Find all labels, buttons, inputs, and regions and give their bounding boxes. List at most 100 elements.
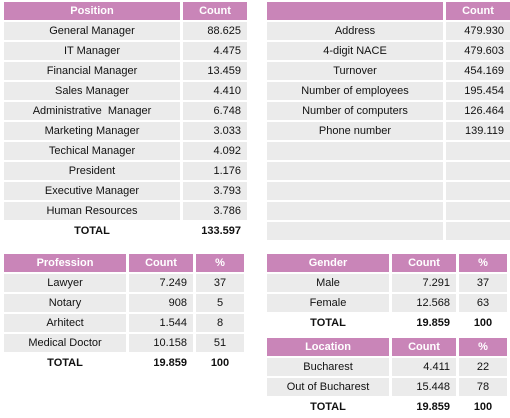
count-header: Count bbox=[392, 338, 456, 356]
table-row: Phone number 139.119 bbox=[267, 122, 510, 140]
percent-cell: 37 bbox=[196, 274, 244, 292]
table-row: Number of employees 195.454 bbox=[267, 82, 510, 100]
profession-cell: Medical Doctor bbox=[4, 334, 126, 352]
count-cell: 1.176 bbox=[183, 162, 247, 180]
table-row: Arhitect 1.544 8 bbox=[4, 314, 244, 332]
count-header: Count bbox=[392, 254, 456, 272]
location-cell: Bucharest bbox=[267, 358, 389, 376]
total-percent: 100 bbox=[459, 314, 507, 332]
table-row: Female 12.568 63 bbox=[267, 294, 507, 312]
count-cell: 195.454 bbox=[446, 82, 510, 100]
total-percent: 100 bbox=[459, 398, 507, 416]
count-cell: 88.625 bbox=[183, 22, 247, 40]
total-label: TOTAL bbox=[267, 314, 389, 332]
total-row: TOTAL 133.597 bbox=[4, 222, 247, 240]
total-row: TOTAL 19.859 100 bbox=[267, 398, 507, 416]
table-row: Marketing Manager 3.033 bbox=[4, 122, 247, 140]
table-row: Notary 908 5 bbox=[4, 294, 244, 312]
position-cell: Marketing Manager bbox=[4, 122, 180, 140]
position-cell: Administrative Manager bbox=[4, 102, 180, 120]
count-cell: 479.603 bbox=[446, 42, 510, 60]
total-count: 133.597 bbox=[183, 222, 247, 240]
count-cell: 12.568 bbox=[392, 294, 456, 312]
field-cell: Number of computers bbox=[267, 102, 443, 120]
position-cell: IT Manager bbox=[4, 42, 180, 60]
empty-cell bbox=[446, 162, 510, 180]
profession-table: Profession Count % Lawyer 7.249 37 Notary 9… bbox=[1, 252, 247, 374]
position-cell: Techical Manager bbox=[4, 142, 180, 160]
count-header: Count bbox=[183, 2, 247, 20]
table-row: Executive Manager 3.793 bbox=[4, 182, 247, 200]
table-row: Male 7.291 37 bbox=[267, 274, 507, 292]
gender-table-header: Gender Count % bbox=[267, 254, 507, 272]
total-count: 19.859 bbox=[392, 314, 456, 332]
percent-cell: 8 bbox=[196, 314, 244, 332]
empty-row bbox=[267, 162, 510, 180]
fields-table: Count Address 479.930 4-digit NACE 479.603… bbox=[264, 0, 510, 242]
empty-cell bbox=[267, 182, 443, 200]
count-cell: 3.033 bbox=[183, 122, 247, 140]
count-cell: 908 bbox=[129, 294, 193, 312]
fields-table-header: Count bbox=[267, 2, 510, 20]
table-row: Medical Doctor 10.158 51 bbox=[4, 334, 244, 352]
profession-header: Profession bbox=[4, 254, 126, 272]
location-table: Location Count % Bucharest 4.411 22 Out of… bbox=[264, 336, 510, 418]
count-cell: 454.169 bbox=[446, 62, 510, 80]
table-row: Financial Manager 13.459 bbox=[4, 62, 247, 80]
field-cell: Address bbox=[267, 22, 443, 40]
count-cell: 126.464 bbox=[446, 102, 510, 120]
position-cell: Human Resources bbox=[4, 202, 180, 220]
count-cell: 4.410 bbox=[183, 82, 247, 100]
position-cell: Financial Manager bbox=[4, 62, 180, 80]
percent-cell: 22 bbox=[459, 358, 507, 376]
table-row: President 1.176 bbox=[4, 162, 247, 180]
location-header: Location bbox=[267, 338, 389, 356]
table-row: Administrative Manager 6.748 bbox=[4, 102, 247, 120]
field-cell: 4-digit NACE bbox=[267, 42, 443, 60]
position-cell: Sales Manager bbox=[4, 82, 180, 100]
gender-table: Gender Count % Male 7.291 37 Female 12.568 6… bbox=[264, 252, 510, 334]
empty-row bbox=[267, 202, 510, 220]
count-cell: 479.930 bbox=[446, 22, 510, 40]
percent-cell: 51 bbox=[196, 334, 244, 352]
table-row: General Manager 88.625 bbox=[4, 22, 247, 40]
table-row: Bucharest 4.411 22 bbox=[267, 358, 507, 376]
gender-header: Gender bbox=[267, 254, 389, 272]
count-cell: 3.786 bbox=[183, 202, 247, 220]
table-row: IT Manager 4.475 bbox=[4, 42, 247, 60]
position-cell: President bbox=[4, 162, 180, 180]
percent-header: % bbox=[459, 254, 507, 272]
count-cell: 7.249 bbox=[129, 274, 193, 292]
table-row: Human Resources 3.786 bbox=[4, 202, 247, 220]
position-cell: General Manager bbox=[4, 22, 180, 40]
count-cell: 139.119 bbox=[446, 122, 510, 140]
total-row: TOTAL 19.859 100 bbox=[4, 354, 244, 372]
location-table-header: Location Count % bbox=[267, 338, 507, 356]
empty-row bbox=[267, 222, 510, 240]
count-cell: 4.092 bbox=[183, 142, 247, 160]
empty-cell bbox=[446, 202, 510, 220]
position-header: Position bbox=[4, 2, 180, 20]
table-row: Sales Manager 4.410 bbox=[4, 82, 247, 100]
position-cell: Executive Manager bbox=[4, 182, 180, 200]
count-cell: 15.448 bbox=[392, 378, 456, 396]
table-row: 4-digit NACE 479.603 bbox=[267, 42, 510, 60]
gender-cell: Male bbox=[267, 274, 389, 292]
count-cell: 10.158 bbox=[129, 334, 193, 352]
total-label: TOTAL bbox=[4, 222, 180, 240]
total-percent: 100 bbox=[196, 354, 244, 372]
count-cell: 4.411 bbox=[392, 358, 456, 376]
count-cell: 1.544 bbox=[129, 314, 193, 332]
percent-cell: 5 bbox=[196, 294, 244, 312]
count-header: Count bbox=[446, 2, 510, 20]
count-cell: 4.475 bbox=[183, 42, 247, 60]
count-cell: 6.748 bbox=[183, 102, 247, 120]
field-cell: Number of employees bbox=[267, 82, 443, 100]
count-header: Count bbox=[129, 254, 193, 272]
field-header bbox=[267, 2, 443, 20]
gender-cell: Female bbox=[267, 294, 389, 312]
empty-cell bbox=[446, 142, 510, 160]
percent-cell: 37 bbox=[459, 274, 507, 292]
empty-cell bbox=[446, 222, 510, 240]
profession-cell: Arhitect bbox=[4, 314, 126, 332]
